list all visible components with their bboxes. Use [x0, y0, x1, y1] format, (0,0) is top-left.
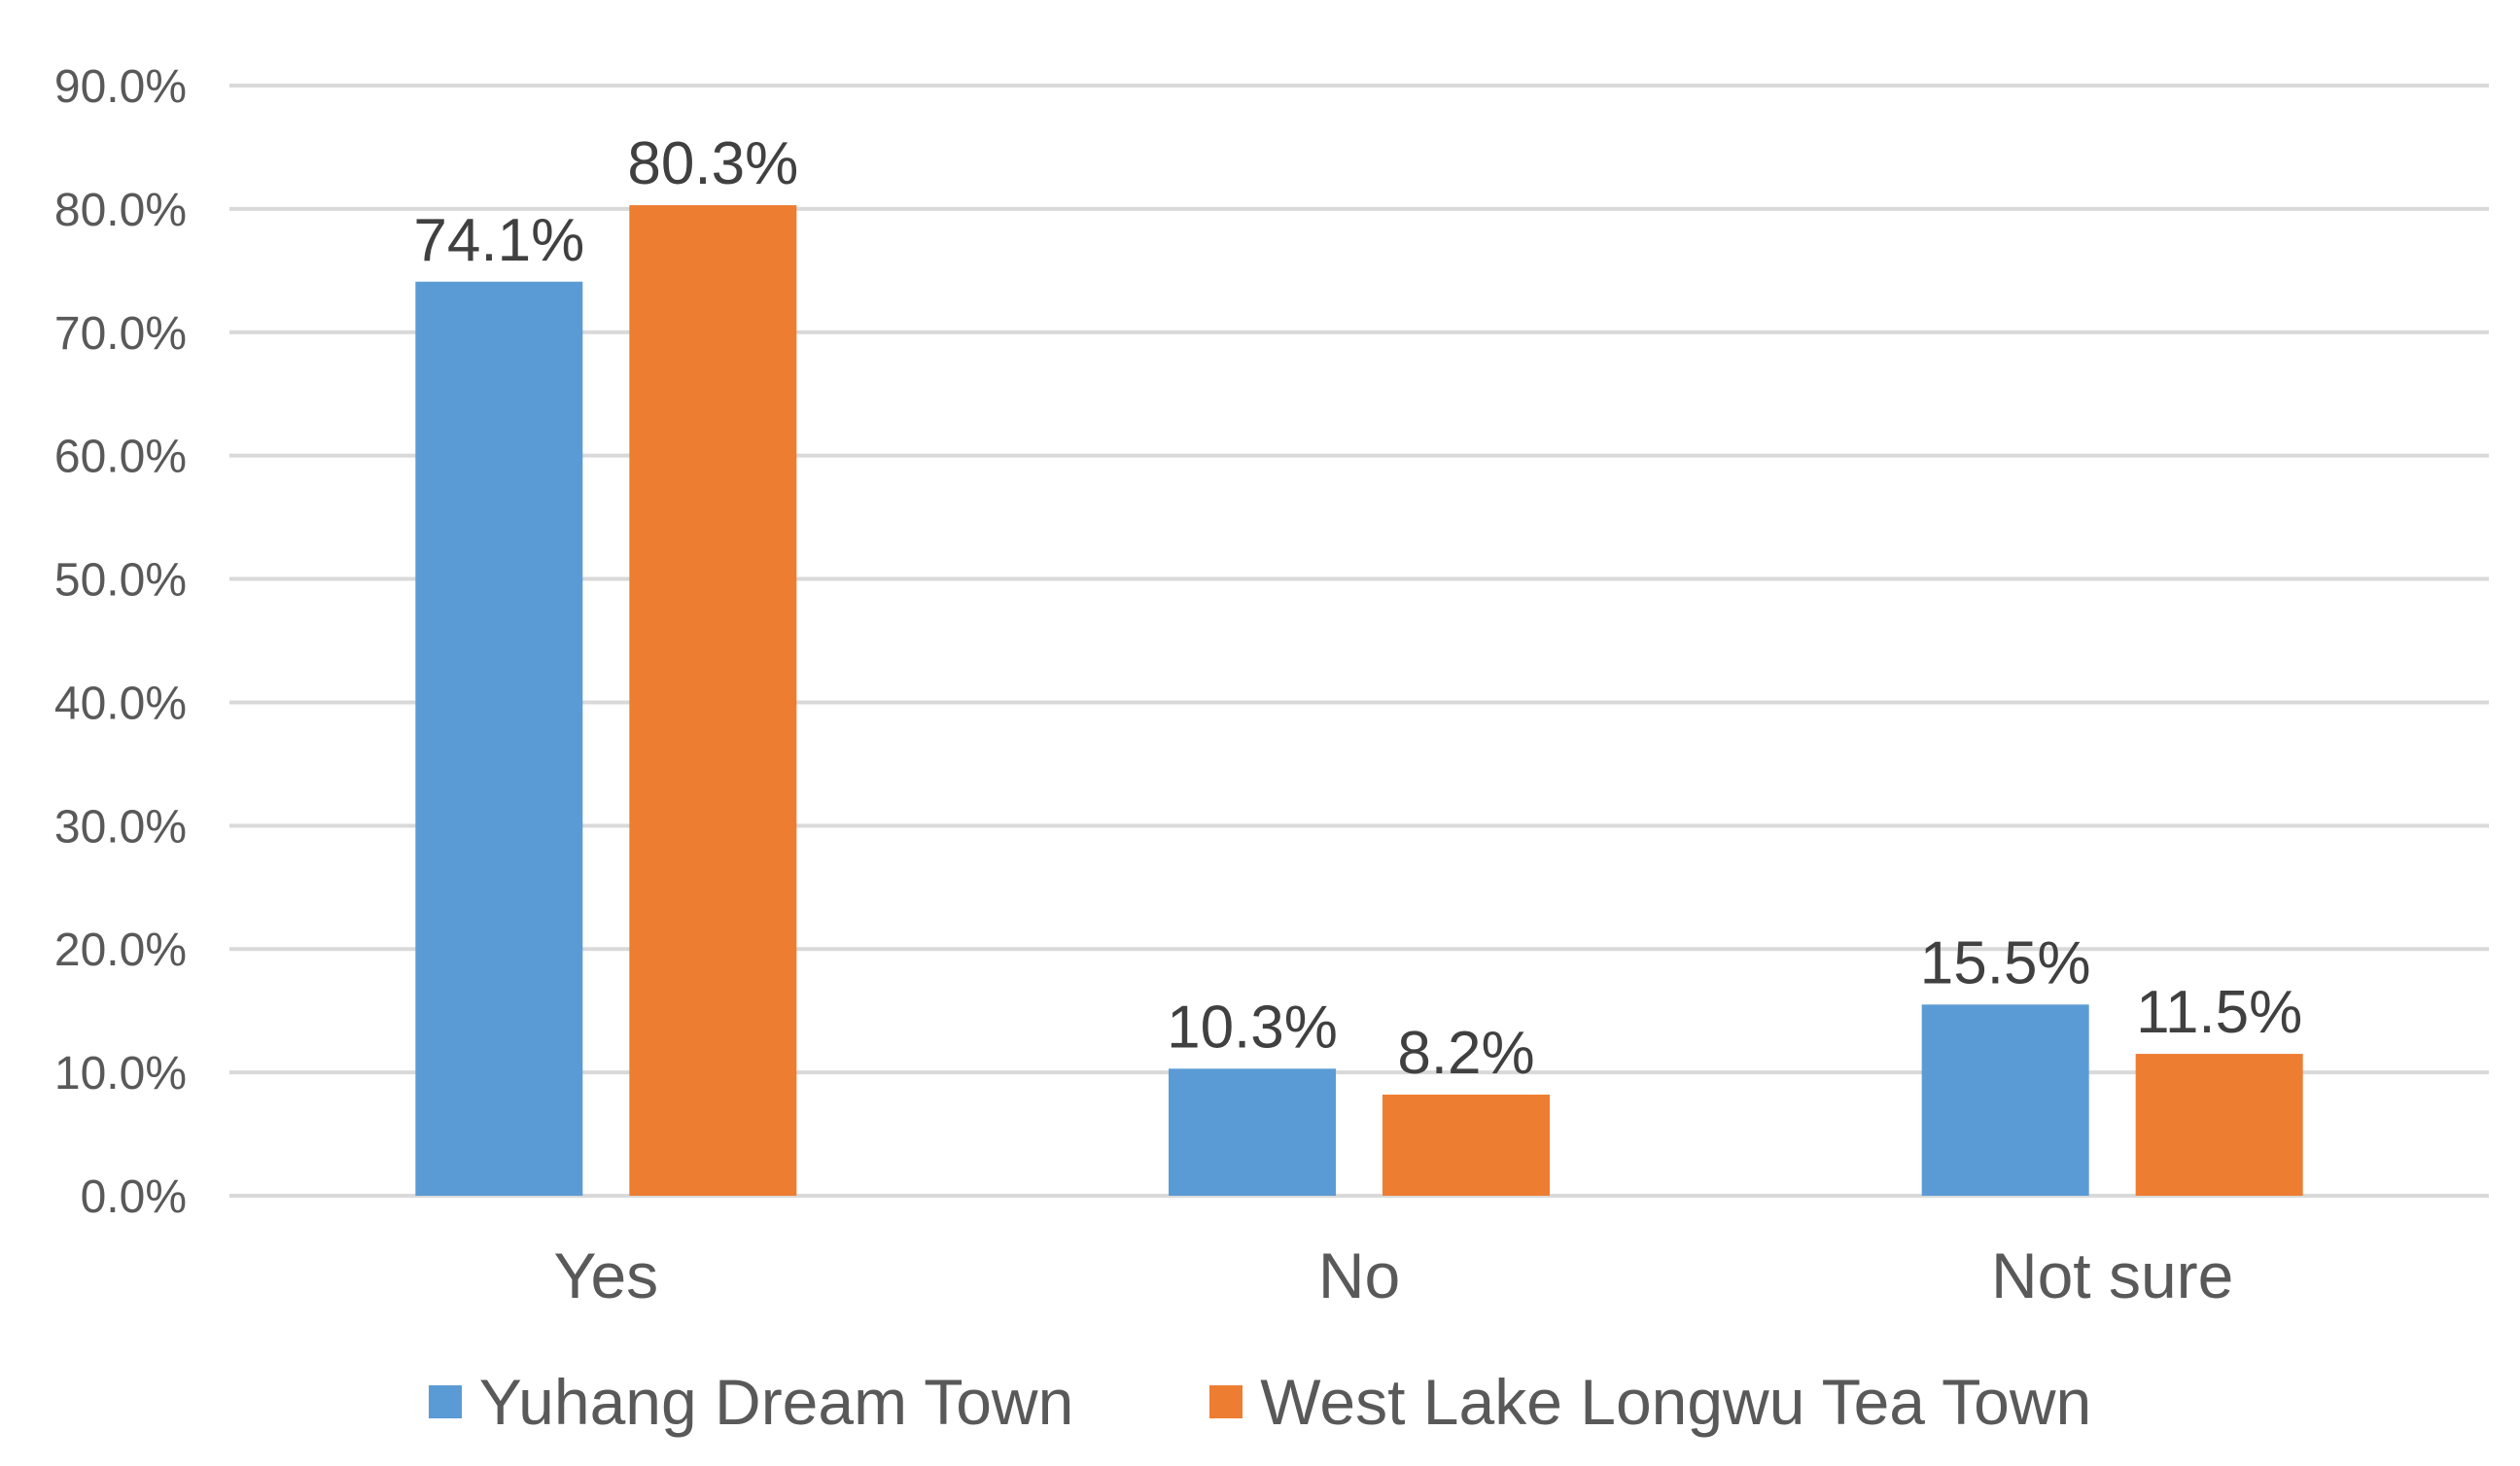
- x-category-label: No: [1318, 1239, 1400, 1311]
- bars: [415, 205, 2303, 1197]
- legend-item-series-1: Yuhang Dream Town: [428, 1365, 1074, 1439]
- bar-1-3: [1921, 1004, 2089, 1196]
- y-tick-label: 60.0%: [54, 432, 187, 483]
- y-tick-label: 10.0%: [54, 1048, 187, 1100]
- legend-swatch-series-2: [1209, 1385, 1243, 1418]
- y-tick-label: 40.0%: [54, 678, 187, 729]
- bar-1-1: [415, 281, 583, 1197]
- data-labels: 74.1% 80.3% 10.3% 8.2% 15.5% 11.5%: [413, 130, 2302, 1087]
- legend-label-series-1: Yuhang Dream Town: [478, 1366, 1074, 1438]
- data-label: 80.3%: [627, 130, 798, 197]
- data-label: 8.2%: [1397, 1020, 1534, 1087]
- y-tick-label: 20.0%: [54, 925, 187, 976]
- legend-label-series-2: West Lake Longwu Tea Town: [1260, 1366, 2092, 1438]
- data-label: 74.1%: [413, 207, 584, 274]
- x-category-label: Not sure: [1991, 1239, 2233, 1311]
- y-tick-label: 80.0%: [54, 185, 187, 236]
- y-tick-label: 90.0%: [54, 61, 187, 113]
- bar-2-3: [2135, 1054, 2303, 1196]
- data-label: 10.3%: [1167, 994, 1338, 1061]
- gridlines: [229, 84, 2489, 1198]
- x-axis-categories: Yes No Not sure: [553, 1239, 2233, 1311]
- y-tick-label: 30.0%: [54, 801, 187, 853]
- bar-2-1: [629, 205, 797, 1197]
- bar-1-2: [1169, 1068, 1336, 1196]
- bar-2-2: [1382, 1094, 1550, 1196]
- y-tick-label: 0.0%: [81, 1171, 187, 1223]
- y-axis-ticks: 0.0% 10.0% 20.0% 30.0% 40.0% 50.0% 60.0% 70.0% 8…: [54, 61, 187, 1223]
- x-category-label: Yes: [553, 1239, 658, 1311]
- y-tick-label: 50.0%: [54, 555, 187, 607]
- legend-item-series-2: West Lake Longwu Tea Town: [1209, 1365, 2091, 1439]
- y-tick-label: 70.0%: [54, 308, 187, 360]
- data-label: 15.5%: [1920, 929, 2091, 996]
- legend-swatch-series-1: [428, 1385, 462, 1418]
- data-label: 11.5%: [2136, 979, 2302, 1046]
- legend: Yuhang Dream Town West Lake Longwu Tea T…: [0, 1353, 2520, 1450]
